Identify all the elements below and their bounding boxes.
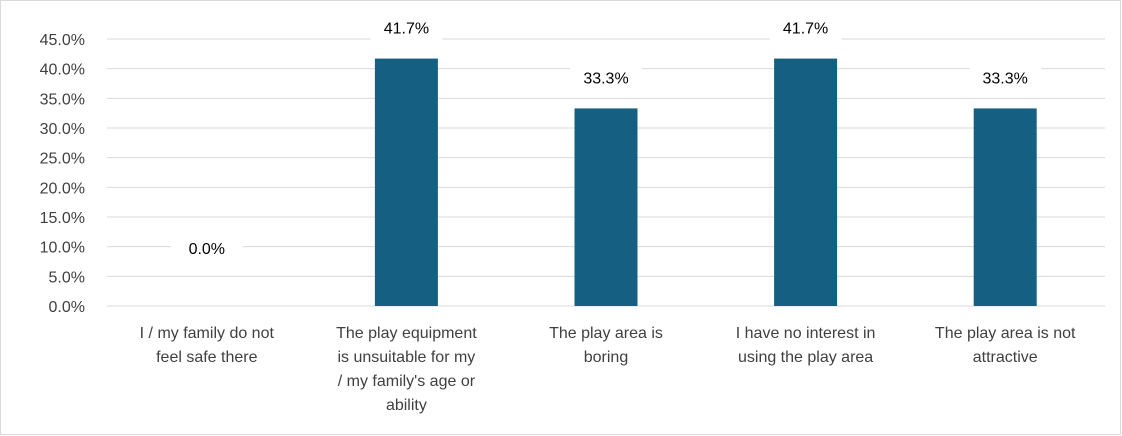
data-label: 41.7% [783,21,828,38]
y-tick-label: 45.0% [40,32,85,49]
y-tick-label: 5.0% [49,269,85,286]
bar [574,108,638,306]
data-label-background [370,16,443,41]
y-tick-label: 40.0% [40,62,85,79]
data-label: 33.3% [583,70,628,87]
data-label: 41.7% [384,21,429,38]
y-tick-label: 15.0% [40,210,85,227]
category-label: The play area is boring [549,325,663,366]
y-tick-label: 30.0% [40,121,85,138]
category-label: I / my family do not feel safe there [140,325,275,366]
category-label: The play equipment is unsuitable for my / … [336,325,477,414]
y-tick-label: 10.0% [40,240,85,257]
data-label-background [969,66,1042,91]
data-labels: 0.0% 41.7% 33.3% 41.7% 33.3% [170,16,1042,261]
y-tick-label: 0.0% [49,299,85,316]
y-axis-tick-labels: 0.0% 5.0% 10.0% 15.0% 20.0% 25.0% 30.0% 35.0% 40… [40,32,85,316]
data-label: 33.3% [983,70,1028,87]
bar [374,58,438,306]
data-label: 0.0% [189,241,225,258]
category-label: I have no interest in using the play area [736,325,876,366]
bars [374,58,1037,306]
bar [774,58,838,306]
category-label: The play area is not attractive [935,325,1076,366]
data-label-background [170,237,243,261]
category-labels: I / my family do not feel safe there The p… [140,325,1076,414]
data-label-background [570,66,642,91]
bar [973,108,1037,306]
data-label-background [769,16,842,41]
y-tick-label: 20.0% [40,180,85,197]
y-tick-label: 25.0% [40,151,85,168]
y-tick-label: 35.0% [40,91,85,108]
